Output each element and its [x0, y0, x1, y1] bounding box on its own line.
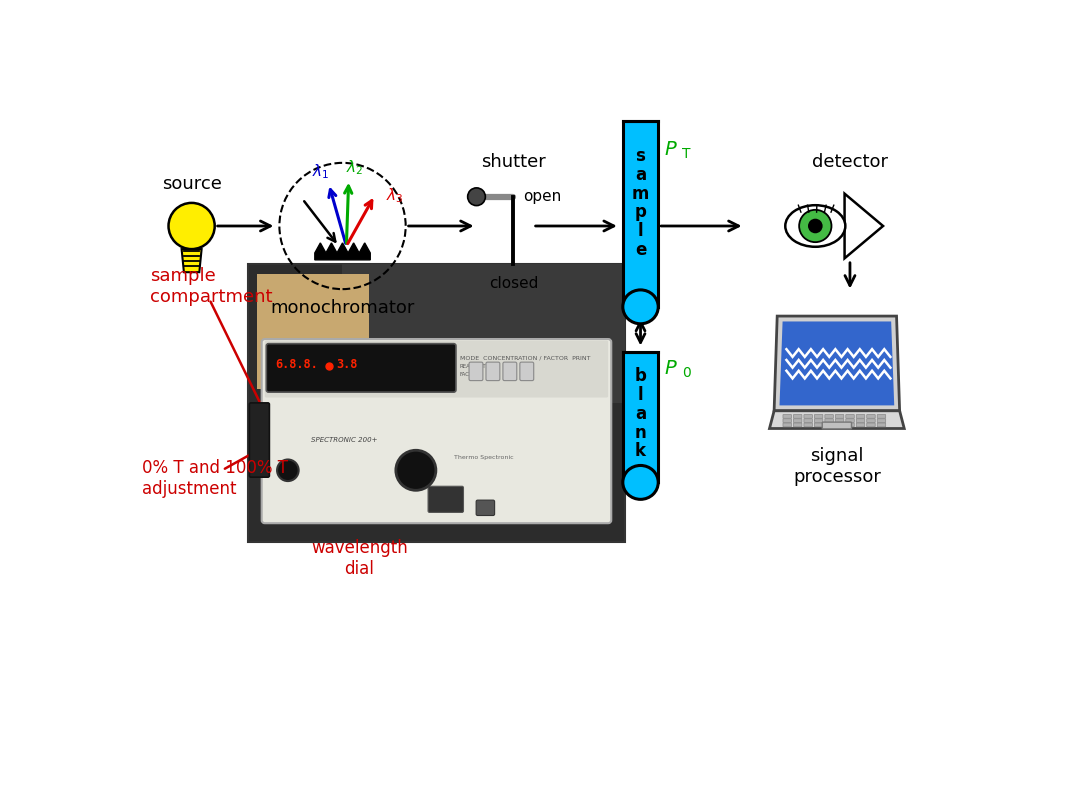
FancyBboxPatch shape [857, 419, 865, 423]
FancyBboxPatch shape [824, 423, 833, 427]
Polygon shape [182, 249, 202, 272]
FancyBboxPatch shape [835, 423, 844, 427]
Text: source: source [161, 174, 221, 193]
Text: 6.8.8.: 6.8.8. [274, 358, 317, 371]
Text: $\lambda_3$: $\lambda_3$ [386, 185, 404, 204]
Text: Thermo Spectronic: Thermo Spectronic [454, 455, 514, 461]
FancyBboxPatch shape [342, 265, 625, 403]
Ellipse shape [785, 205, 846, 247]
Circle shape [277, 460, 299, 481]
Text: SPECTRONIC 200+: SPECTRONIC 200+ [311, 437, 377, 443]
Text: monochromator: monochromator [270, 299, 414, 317]
FancyBboxPatch shape [428, 487, 464, 512]
Text: b
l
a
n
k: b l a n k [634, 368, 646, 461]
FancyBboxPatch shape [857, 414, 865, 418]
Polygon shape [257, 274, 368, 389]
Circle shape [468, 188, 485, 206]
FancyBboxPatch shape [262, 339, 611, 523]
Circle shape [396, 450, 436, 490]
FancyBboxPatch shape [867, 414, 875, 418]
FancyBboxPatch shape [822, 422, 851, 429]
FancyBboxPatch shape [877, 423, 885, 427]
Text: $\mathit{P}$: $\mathit{P}$ [663, 140, 677, 160]
FancyBboxPatch shape [835, 419, 844, 423]
Circle shape [799, 210, 832, 242]
Ellipse shape [623, 290, 658, 324]
FancyBboxPatch shape [846, 414, 854, 418]
FancyBboxPatch shape [846, 419, 854, 423]
FancyBboxPatch shape [794, 419, 802, 423]
Text: detector: detector [812, 152, 888, 171]
FancyBboxPatch shape [623, 351, 658, 483]
Text: s
a
m
p
l
e: s a m p l e [632, 147, 649, 259]
FancyBboxPatch shape [469, 362, 483, 380]
FancyBboxPatch shape [486, 362, 500, 380]
FancyBboxPatch shape [867, 419, 875, 423]
FancyBboxPatch shape [503, 362, 517, 380]
Polygon shape [780, 321, 894, 406]
Polygon shape [315, 243, 371, 260]
FancyBboxPatch shape [248, 265, 625, 542]
FancyBboxPatch shape [867, 423, 875, 427]
Text: 3.8: 3.8 [336, 358, 358, 371]
Text: $\lambda_1$: $\lambda_1$ [312, 162, 330, 181]
Circle shape [169, 203, 215, 249]
Text: 0: 0 [682, 366, 691, 380]
Text: shutter: shutter [481, 152, 546, 171]
FancyBboxPatch shape [265, 340, 608, 398]
FancyBboxPatch shape [794, 414, 802, 418]
FancyBboxPatch shape [783, 423, 791, 427]
FancyBboxPatch shape [804, 414, 813, 418]
FancyBboxPatch shape [783, 419, 791, 423]
Text: $\mathit{P}$: $\mathit{P}$ [663, 359, 677, 378]
Text: 0% T and 100% T
adjustment: 0% T and 100% T adjustment [142, 459, 288, 498]
FancyBboxPatch shape [520, 362, 534, 380]
Text: $\lambda_2$: $\lambda_2$ [346, 158, 363, 177]
Text: open: open [522, 189, 561, 204]
FancyBboxPatch shape [249, 403, 269, 477]
Text: signal
processor: signal processor [792, 447, 881, 486]
FancyBboxPatch shape [623, 120, 658, 307]
FancyBboxPatch shape [835, 414, 844, 418]
FancyBboxPatch shape [794, 423, 802, 427]
FancyBboxPatch shape [824, 419, 833, 423]
Text: T: T [682, 148, 691, 161]
FancyBboxPatch shape [804, 419, 813, 423]
FancyBboxPatch shape [877, 419, 885, 423]
FancyBboxPatch shape [783, 414, 791, 418]
Text: MODE  CONCENTRATION / FACTOR  PRINT: MODE CONCENTRATION / FACTOR PRINT [460, 355, 591, 360]
Text: closed: closed [489, 276, 538, 291]
FancyBboxPatch shape [815, 419, 822, 423]
FancyBboxPatch shape [815, 423, 822, 427]
FancyBboxPatch shape [824, 414, 833, 418]
FancyBboxPatch shape [857, 423, 865, 427]
FancyBboxPatch shape [266, 343, 456, 392]
FancyBboxPatch shape [877, 414, 885, 418]
Circle shape [808, 219, 822, 233]
Text: sample
compartment: sample compartment [150, 266, 272, 306]
Text: FACTOR: FACTOR [460, 372, 481, 377]
Ellipse shape [623, 465, 658, 499]
FancyBboxPatch shape [846, 423, 854, 427]
FancyBboxPatch shape [804, 423, 813, 427]
FancyBboxPatch shape [476, 500, 494, 516]
FancyBboxPatch shape [815, 414, 822, 418]
Polygon shape [774, 316, 899, 411]
Polygon shape [770, 411, 905, 428]
Text: READOUT: READOUT [460, 364, 486, 369]
Text: wavelength
dial: wavelength dial [311, 539, 408, 578]
